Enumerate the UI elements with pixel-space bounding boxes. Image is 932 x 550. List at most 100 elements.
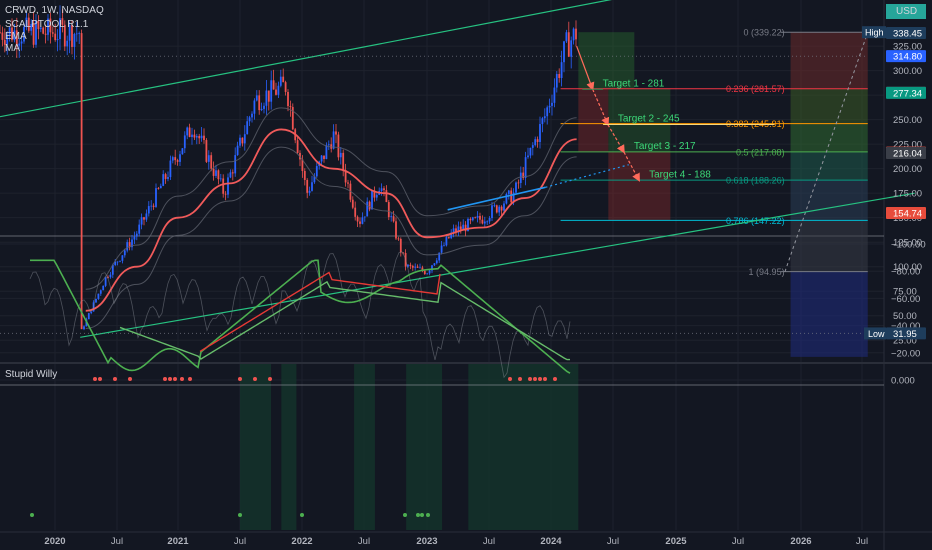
candle-body-192 [459,226,462,230]
candle-body-83 [198,136,201,139]
candle-body-206 [493,205,496,207]
target-zones [578,32,671,221]
candle-body-195 [467,218,469,232]
osc-tick-4: −80.00 [891,267,920,278]
candle-body-98 [234,155,237,174]
candle-body-88 [210,155,213,169]
x-tick-7: Jul [483,536,495,547]
y-tick-6: 175.00 [893,189,922,200]
candle-body-15 [35,20,37,45]
target-label-0: Target 1 - 281 [603,78,665,89]
osc-top-dot-5 [168,377,172,381]
indicator-ma[interactable]: MA [5,43,20,54]
candle-body-165 [395,221,397,239]
candle-body-122 [291,107,294,130]
fib-label-0: 0 (339.22) [744,28,785,38]
candle-body-163 [390,216,393,218]
osc-bull-zone-1 [240,364,271,530]
candle-body-53 [126,242,129,251]
fib-label-3: 0.5 (217.08) [736,147,785,157]
y-tick-0: 25.00 [893,336,917,347]
candle-body-137 [327,144,330,146]
target-label-3: Target 4 - 188 [649,169,711,180]
channel-lines [0,0,915,338]
candle-body-10 [23,27,25,42]
target-arrow-3 [623,151,640,182]
price-tag-bg-5 [886,146,926,159]
candle-body-208 [498,206,501,213]
price-tag-bg-6 [886,207,926,220]
candle-body-229 [548,105,551,108]
candle-body-6 [13,30,16,41]
y-tick-9: 250.00 [893,115,922,126]
fib-band-1 [790,88,868,124]
candle-body-78 [186,127,189,136]
candle-body-54 [128,242,131,248]
x-tick-3: Jul [234,536,246,547]
candle-body-57 [135,233,138,237]
candle-body-22 [51,32,54,34]
x-tick-1: Jul [111,536,123,547]
candle-body-193 [462,224,465,230]
candle-body-85 [203,135,205,141]
indicator-ema[interactable]: EMA [5,31,27,42]
candle-body-87 [207,155,210,162]
candle-body-82 [195,136,198,138]
candle-body-233 [558,74,561,78]
osc-bull-zone-5 [468,364,579,530]
candle-body-234 [560,62,563,78]
candle-body-120 [287,91,289,107]
osc-top-dot-8 [188,377,192,381]
oscillator-title[interactable]: Stupid Willy [5,369,58,380]
candle-body-153 [366,201,369,217]
candle-body-160 [383,188,385,191]
candle-body-62 [147,206,150,214]
candle-body-142 [339,152,342,158]
candle-body-19 [44,33,47,35]
osc-top-dot-17 [543,377,547,381]
price-labels: 338.45314.80277.67277.34216.37216.04154.… [862,4,926,340]
osc-bull-zone-2 [281,364,297,530]
candle-body-0 [0,32,1,33]
price-tag-0: 338.45 [893,28,922,39]
osc-top-dot-7 [180,377,184,381]
candle-body-203 [486,221,489,223]
candle-body-222 [531,145,534,148]
indicator-scalptool[interactable]: SCALPTOOL R1.1 [5,19,89,30]
fib-band-ext [790,271,868,357]
candle-body-65 [155,188,157,207]
candle-body-164 [392,216,395,222]
osc-signal [30,259,571,374]
osc-top-dot-18 [553,377,557,381]
candle-body-225 [539,124,541,142]
price-tag-6: 154.74 [893,209,922,220]
candle-body-63 [150,205,153,207]
fib-label-6: 1 (94.95) [749,267,785,277]
candle-body-2 [3,39,6,45]
channel-upper [0,0,613,118]
zone-loss-2 [608,151,671,221]
candle-body-73 [174,157,177,161]
candle-body-97 [231,172,234,174]
candle-body-11 [25,17,28,28]
price-tag-1: 314.80 [893,52,922,63]
candle-body-115 [275,89,277,95]
candle-body-27 [63,24,66,47]
candle-body-238 [570,40,573,57]
zone-loss-1 [578,88,609,152]
y-tick-3: 100.00 [893,262,922,273]
candle-body-162 [387,202,390,218]
target-arrow-0 [576,45,595,91]
candle-body-230 [551,102,553,106]
candle-body-148 [354,207,357,217]
candle-body-5 [11,27,13,41]
price-tag-bg-0 [886,26,926,39]
candle-body-231 [553,87,556,103]
candle-body-24 [56,39,59,41]
candle-body-218 [522,172,525,178]
fib-label-1: 0.236 (281.57) [726,84,785,94]
osc-bull-zone-4 [406,364,443,530]
candle-body-50 [119,260,121,262]
